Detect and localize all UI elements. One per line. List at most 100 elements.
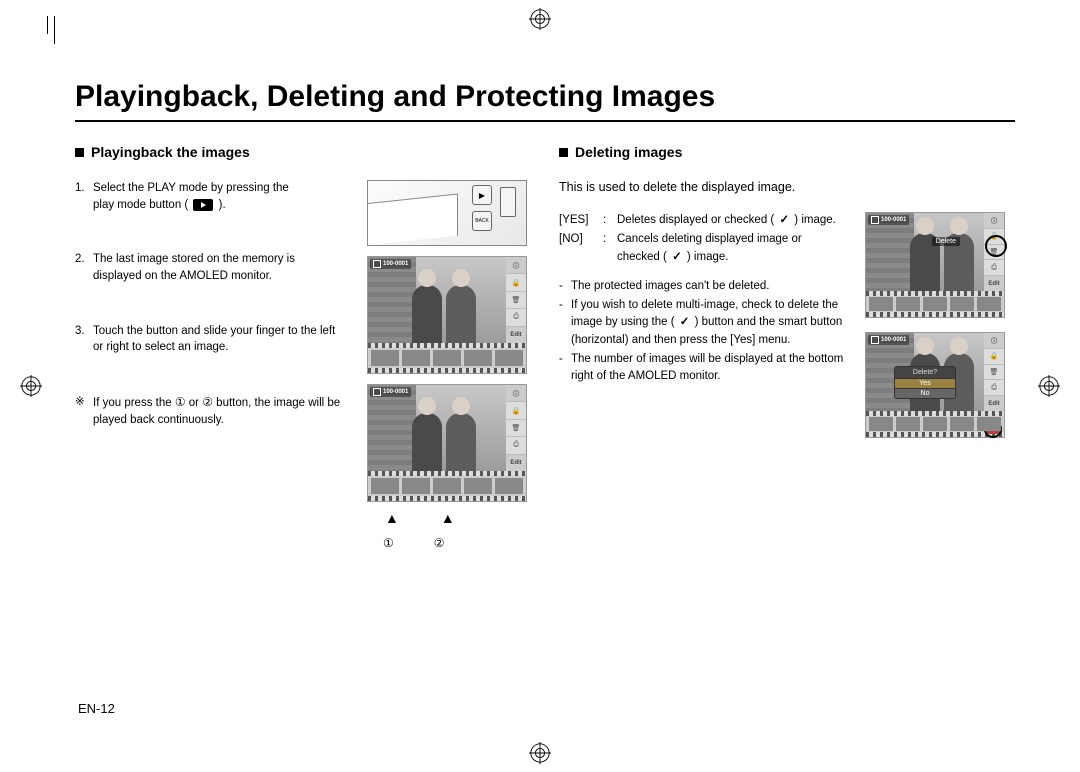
photo-area: 100-0001 (368, 257, 506, 343)
camera-play-button-icon: ▶ (472, 185, 492, 205)
columns: Playingback the images 1. Select the PLA… (75, 144, 1015, 550)
side-icon-strip: ⓘ 🔒 🗑 ⎙ Edit (506, 257, 526, 343)
image-id-overlay: 100-0001 (868, 215, 909, 225)
trash-icon: 🗑 (506, 420, 526, 437)
bullet-count: - The number of images will be displayed… (559, 351, 853, 386)
info-icon: ⓘ (984, 333, 1004, 349)
registration-mark-left (20, 375, 42, 397)
step-2: 2. The last image stored on the memory i… (75, 251, 345, 284)
arrow-up-icon: ▲ (441, 510, 455, 526)
deleting-grid: [YES] : Deletes displayed or checked ( ✓… (559, 212, 1015, 438)
playback-steps: 1. Select the PLAY mode by pressing the … (75, 180, 345, 550)
side-icon-strip: ⓘ 🔒 🗑 ⎙ Edit (506, 385, 526, 471)
screen-area: 100-0001 ⓘ 🔒 🗑 ⎙ Edit (368, 385, 526, 471)
def-colon: : (603, 231, 611, 266)
page-number: EN-12 (78, 701, 115, 716)
print-icon: ⎙ (506, 437, 526, 454)
edit-label: Edit (506, 455, 526, 471)
def-text: ) image. (794, 214, 836, 226)
arrow-up-icon: ▲ (385, 510, 399, 526)
registration-mark-bottom (529, 742, 551, 764)
section-heading-playback: Playingback the images (75, 144, 535, 160)
step-number: 3. (75, 323, 89, 356)
bullet-square-icon (75, 148, 84, 157)
trash-icon: 🗑 (984, 365, 1004, 381)
check-icon: ✓ (680, 314, 690, 331)
person-graphic (446, 413, 476, 471)
image-id-overlay: 100-0001 (370, 259, 411, 269)
def-text: Deletes displayed or checked ( (617, 214, 774, 226)
step-1: 1. Select the PLAY mode by pressing the … (75, 180, 345, 213)
playback-note: ※ If you press the ① or ② button, the im… (75, 394, 345, 428)
column-playback: Playingback the images 1. Select the PLA… (75, 144, 535, 550)
section-heading-deleting: Deleting images (559, 144, 1015, 160)
bullet-dash: - (559, 278, 566, 295)
playback-grid: 1. Select the PLAY mode by pressing the … (75, 180, 535, 550)
circled-two-icon: ② (202, 394, 213, 411)
circled-one-label: ① (383, 536, 394, 550)
dialog-option-yes: Yes (895, 378, 955, 388)
dialog-option-no: No (895, 388, 955, 398)
step-number: 2. (75, 251, 89, 284)
deleting-text: [YES] : Deletes displayed or checked ( ✓… (559, 212, 853, 438)
step-body: Select the PLAY mode by pressing the pla… (93, 180, 345, 213)
registration-mark-right (1038, 375, 1060, 397)
bullet-text: If you wish to delete multi-image, check… (571, 297, 853, 349)
def-key: [NO] (559, 231, 597, 266)
figure-screen-2: 100-0001 ⓘ 🔒 🗑 ⎙ Edit (367, 384, 527, 502)
photo-area: 100-0001 Delete (866, 213, 984, 291)
filmstrip (866, 411, 1004, 437)
filmstrip (866, 291, 1004, 317)
figure-camera-buttons: ▶ BACK (367, 180, 527, 246)
check-icon: ✓ (672, 249, 682, 266)
step-text: play mode button ( (93, 199, 188, 211)
edit-label: Edit (984, 276, 1004, 291)
registration-mark-top (529, 8, 551, 30)
bullet-dash: - (559, 297, 566, 349)
photo-area: 100-0001 (368, 385, 506, 471)
note-text: or (186, 397, 203, 409)
lock-icon: 🔒 (506, 402, 526, 419)
def-body: Cancels deleting displayed image or chec… (617, 231, 802, 266)
bullet-protected: - The protected images can't be deleted. (559, 278, 853, 295)
figure-labels: ① ② (367, 536, 527, 550)
person-graphic (412, 285, 442, 343)
figure-screen-1: 100-0001 ⓘ 🔒 🗑 ⎙ Edit (367, 256, 527, 374)
figure-delete-icon: 100-0001 Delete ⓘ 🔒 🗑 ⎙ Edit (865, 212, 1005, 318)
building-graphic (368, 257, 416, 343)
step-body: The last image stored on the memory is d… (93, 251, 345, 284)
step-text: Select the PLAY mode by pressing the (93, 182, 289, 194)
info-icon: ⓘ (984, 213, 1004, 229)
bullet-multiimage: - If you wish to delete multi-image, che… (559, 297, 853, 349)
yes-definition: [YES] : Deletes displayed or checked ( ✓… (559, 212, 853, 229)
edit-label: Edit (506, 327, 526, 343)
dialog-title: Delete? (895, 367, 955, 378)
lock-icon: 🔒 (506, 274, 526, 291)
screen-area: 100-0001 Delete? Yes No ⓘ 🔒 🗑 (866, 333, 1004, 411)
highlight-ring-icon (985, 235, 1007, 257)
check-icon: ✓ (779, 212, 789, 229)
person-graphic (446, 285, 476, 343)
note-body: If you press the ① or ② button, the imag… (93, 394, 345, 428)
screen-area: 100-0001 Delete ⓘ 🔒 🗑 ⎙ Edit (866, 213, 1004, 291)
building-graphic (368, 385, 416, 471)
camera-zoom-button-icon (500, 187, 516, 217)
note-text: If you press the (93, 397, 175, 409)
delete-dialog: Delete? Yes No (895, 367, 955, 398)
bullet-text: The protected images can't be deleted. (571, 278, 769, 295)
play-mode-button-icon (193, 199, 213, 211)
step-3: 3. Touch the button and slide your finge… (75, 323, 345, 356)
photo-area: 100-0001 Delete? Yes No (866, 333, 984, 411)
edit-label: Edit (984, 396, 1004, 411)
filmstrip (368, 343, 526, 373)
info-icon: ⓘ (506, 257, 526, 274)
trash-icon: 🗑 (506, 292, 526, 309)
section-heading-text: Deleting images (575, 144, 682, 160)
note-mark: ※ (75, 394, 89, 428)
print-icon: ⎙ (984, 260, 1004, 276)
section-heading-text: Playingback the images (91, 144, 250, 160)
filmstrip (368, 471, 526, 501)
deleting-intro: This is used to delete the displayed ima… (559, 180, 1015, 194)
bullet-dash: - (559, 351, 566, 386)
back-label: BACK (475, 219, 489, 224)
